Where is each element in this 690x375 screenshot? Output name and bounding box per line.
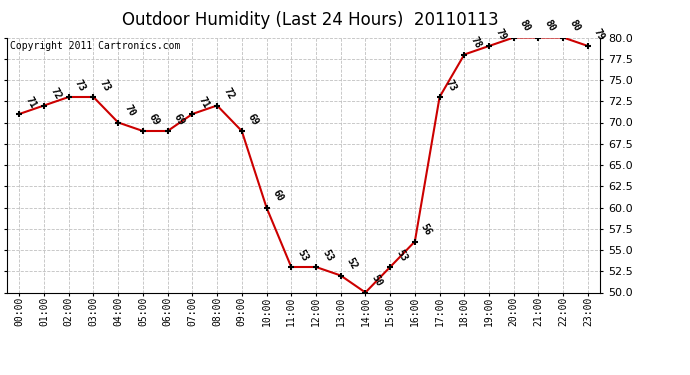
Text: 69: 69 xyxy=(147,112,161,127)
Text: 80: 80 xyxy=(518,18,533,33)
Text: 53: 53 xyxy=(394,248,409,263)
Text: 80: 80 xyxy=(542,18,558,33)
Text: 71: 71 xyxy=(23,94,38,110)
Text: 79: 79 xyxy=(592,27,607,42)
Text: 73: 73 xyxy=(73,78,88,93)
Text: 72: 72 xyxy=(221,86,236,101)
Text: 71: 71 xyxy=(197,94,211,110)
Text: 79: 79 xyxy=(493,27,508,42)
Text: 73: 73 xyxy=(97,78,112,93)
Text: 69: 69 xyxy=(172,112,186,127)
Text: Copyright 2011 Cartronics.com: Copyright 2011 Cartronics.com xyxy=(10,41,180,51)
Text: 72: 72 xyxy=(48,86,63,101)
Text: 53: 53 xyxy=(320,248,335,263)
Text: Outdoor Humidity (Last 24 Hours)  20110113: Outdoor Humidity (Last 24 Hours) 2011011… xyxy=(122,11,499,29)
Text: 70: 70 xyxy=(122,103,137,118)
Text: 69: 69 xyxy=(246,112,261,127)
Text: 52: 52 xyxy=(345,256,359,272)
Text: 73: 73 xyxy=(444,78,458,93)
Text: 50: 50 xyxy=(370,273,384,288)
Text: 56: 56 xyxy=(419,222,433,237)
Text: 78: 78 xyxy=(469,35,483,50)
Text: 60: 60 xyxy=(270,188,285,203)
Text: 53: 53 xyxy=(295,248,310,263)
Text: 80: 80 xyxy=(567,18,582,33)
